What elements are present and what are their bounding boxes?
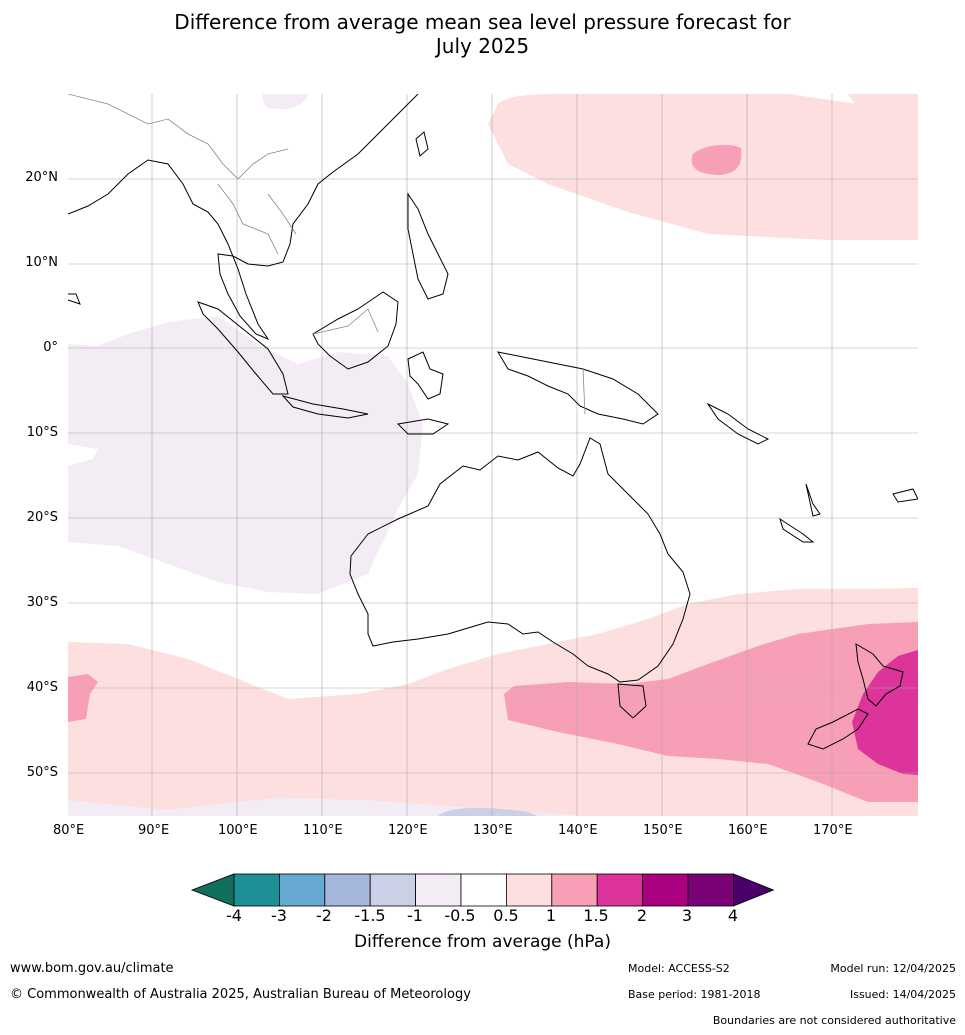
anomaly-patch-far-south	[438, 807, 538, 816]
colorbar-swatch	[642, 873, 689, 907]
lat-label-10s: 10°S	[26, 425, 58, 440]
coast-philippines	[407, 192, 449, 300]
lon-label-150e: 150°E	[643, 823, 683, 838]
colorbar-swatch	[369, 873, 416, 907]
coast-sumatra	[197, 301, 289, 395]
model-text: Model: ACCESS-S2	[628, 962, 730, 975]
coast-tasmania	[617, 683, 647, 719]
colorbar-swatch	[460, 873, 507, 907]
title-line-2: July 2025	[435, 34, 530, 58]
website-link[interactable]: www.bom.gov.au/climate	[10, 961, 174, 976]
colorbar-tick: 4	[727, 906, 739, 925]
lon-label-110e: 110°E	[303, 823, 343, 838]
lat-label-40s: 40°S	[26, 680, 58, 695]
colorbar-swatch	[233, 873, 280, 907]
colorbar-swatch	[733, 873, 775, 907]
coast-java	[281, 395, 369, 419]
lon-label-130e: 130°E	[473, 823, 513, 838]
colorbar-swatch	[551, 873, 598, 907]
coast-timor	[396, 418, 450, 435]
colorbar-tick: 3	[681, 906, 693, 925]
country-borders	[67, 93, 586, 415]
coastlines	[67, 93, 919, 750]
lat-label-50s: 50°S	[26, 765, 58, 780]
lon-label-170e: 170°E	[813, 823, 853, 838]
coast-solomons	[706, 402, 770, 445]
title-line-1: Difference from average mean sea level p…	[174, 10, 791, 34]
lon-label-80e: 80°E	[53, 823, 85, 838]
lon-label-90e: 90°E	[138, 823, 170, 838]
copyright-text: © Commonwealth of Australia 2025, Austra…	[10, 987, 471, 1002]
coast-new-zealand-south	[807, 708, 869, 750]
lon-label-160e: 160°E	[728, 823, 768, 838]
map-title: Difference from average mean sea level p…	[0, 10, 965, 58]
disclaimer-text: Boundaries are not considered authoritat…	[712, 1014, 956, 1027]
colorbar-swatch	[505, 873, 553, 907]
colorbar-tick: -3	[271, 906, 287, 925]
lat-label-20s: 20°S	[26, 510, 58, 525]
anomaly-region-west-south	[68, 674, 98, 722]
coast-taiwan	[415, 131, 429, 157]
coast-asia-mainland	[67, 93, 419, 341]
colorbar-tick: 1.5	[583, 906, 609, 925]
coast-australia	[349, 437, 691, 683]
coast-vanuatu	[805, 483, 821, 517]
colorbar-tick: -0.5	[444, 906, 476, 925]
colorbar-swatch	[279, 873, 326, 907]
lon-label-140e: 140°E	[558, 823, 598, 838]
coast-india	[67, 293, 81, 305]
colorbar-tick: -4	[226, 906, 242, 925]
colorbar-tick: -2	[316, 906, 332, 925]
anomaly-peak-northeast	[691, 144, 742, 175]
map-canvas	[67, 93, 919, 816]
colorbar-label: Difference from average (hPa)	[354, 932, 611, 952]
base-period-text: Base period: 1981-2018	[628, 988, 761, 1001]
lat-label-10n: 10°N	[25, 255, 58, 270]
issued-text: Issued: 14/04/2025	[849, 988, 956, 1001]
colorbar-swatch	[596, 873, 644, 907]
coast-borneo	[312, 291, 399, 370]
coast-new-guinea	[497, 351, 659, 425]
map-panel	[67, 93, 919, 816]
anomaly-band-southern-mid	[504, 622, 918, 802]
lat-label-0: 0°	[43, 340, 58, 355]
coast-new-zealand-north	[855, 643, 904, 707]
coast-sulawesi	[407, 351, 444, 400]
colorbar-tick: 2	[636, 906, 648, 925]
anomaly-region-north-weak	[262, 94, 308, 110]
colorbar-swatch	[324, 873, 371, 907]
coast-fiji	[892, 488, 919, 503]
lat-label-20n: 20°N	[25, 170, 58, 185]
colorbar-tick: -1.5	[354, 906, 386, 925]
lon-label-100e: 100°E	[218, 823, 258, 838]
colorbar-swatch	[687, 873, 734, 907]
colorbar-swatches	[190, 873, 775, 907]
colorbar-swatch	[415, 873, 462, 907]
colorbar-tick: 1	[545, 906, 557, 925]
colorbar-tick: 0.5	[493, 906, 519, 925]
anomaly-band-southern-pink	[68, 588, 918, 816]
gridlines	[68, 94, 918, 816]
coast-new-caledonia	[779, 517, 815, 543]
model-run-text: Model run: 12/04/2025	[830, 962, 956, 975]
colorbar	[190, 873, 775, 907]
lon-label-120e: 120°E	[388, 823, 428, 838]
anomaly-region-indian-ocean-weak	[68, 316, 423, 594]
lat-label-30s: 30°S	[26, 595, 58, 610]
colorbar-tick: -1	[407, 906, 423, 925]
colorbar-swatch	[190, 873, 235, 907]
